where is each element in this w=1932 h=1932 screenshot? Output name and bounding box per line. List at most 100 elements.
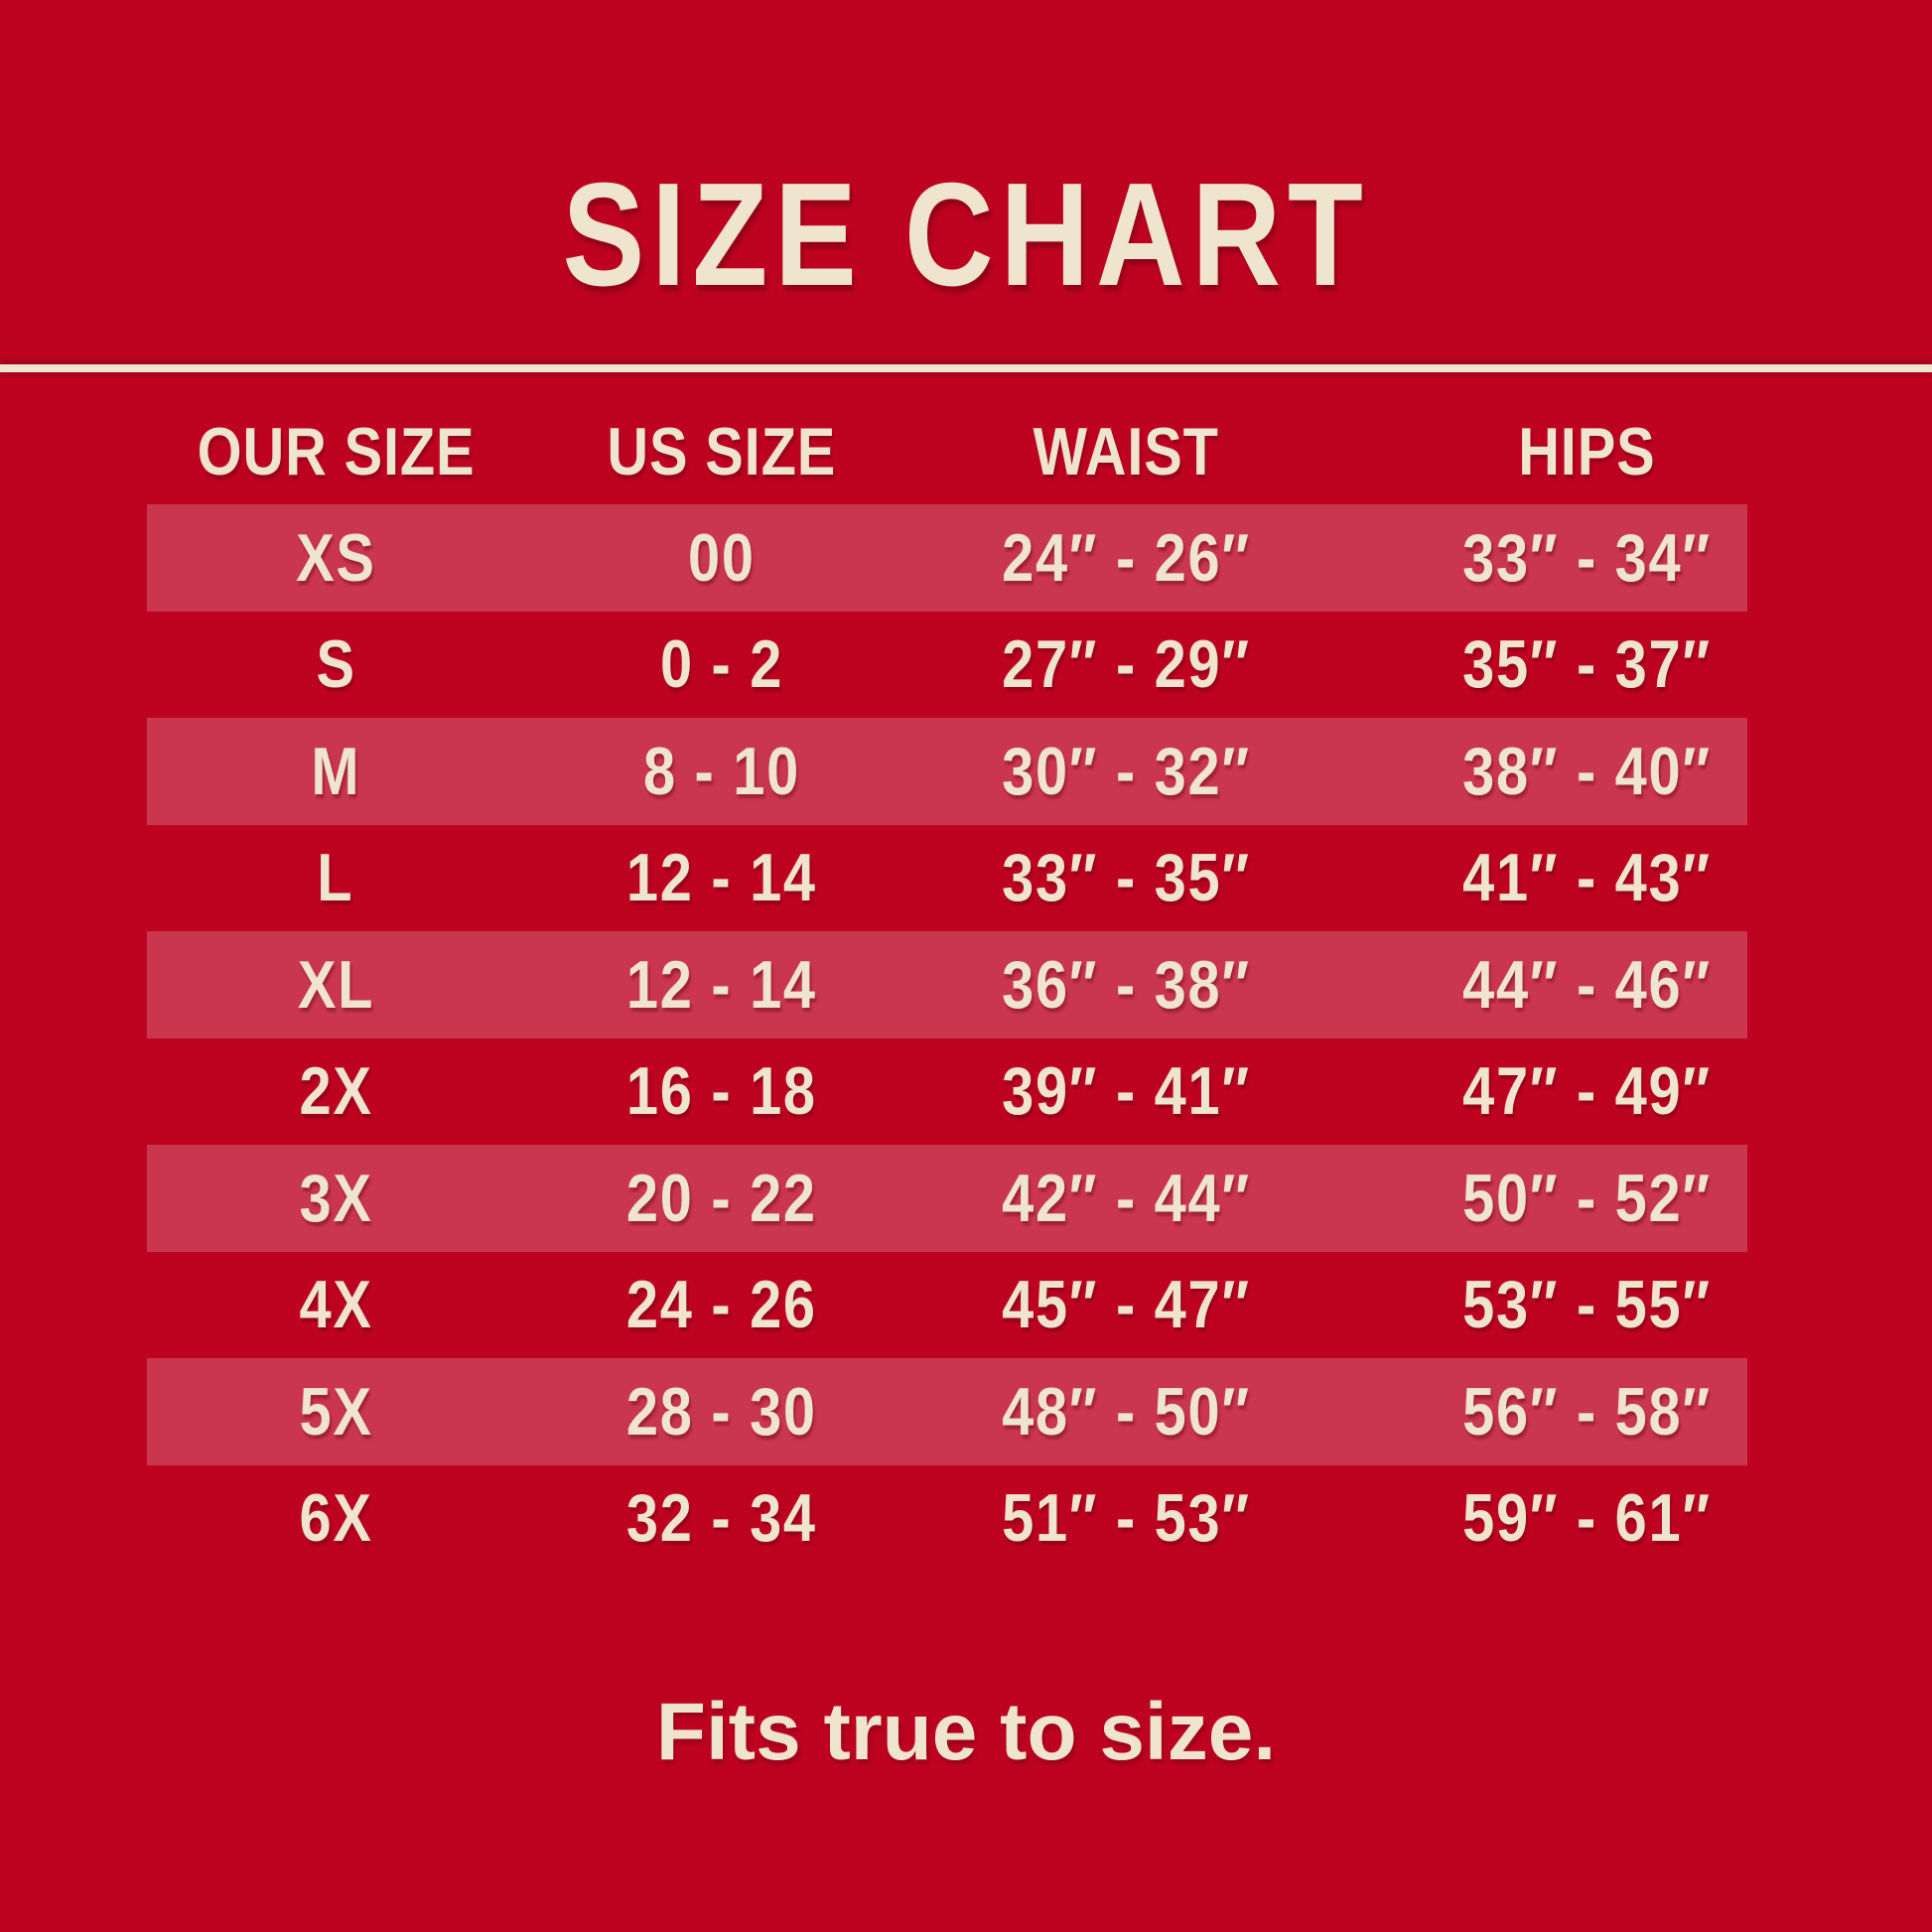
cell-our-size-text: XL	[297, 946, 374, 1023]
column-header-waist-text: WAIST	[1033, 414, 1220, 489]
cell-waist-text: 51″ - 53″	[1002, 1480, 1251, 1557]
cell-waist-text: 30″ - 32″	[1002, 733, 1251, 809]
cell-our-size-text: M	[311, 733, 361, 809]
cell-waist: 24″ - 26″	[918, 504, 1334, 612]
table-row-4x: 4X 24 - 26 45″ - 47″ 53″ - 55″	[147, 1252, 1747, 1359]
cell-us-size-text: 8 - 10	[642, 733, 800, 809]
cell-hips: 44″ - 46″	[1426, 931, 1747, 1038]
cell-us-size: 8 - 10	[524, 718, 918, 825]
cell-our-size: S	[147, 612, 524, 719]
cell-hips-text: 56″ - 58″	[1461, 1373, 1712, 1449]
cell-us-size-text: 0 - 2	[659, 626, 783, 703]
cell-hips: 56″ - 58″	[1426, 1358, 1747, 1465]
cell-hips-text: 38″ - 40″	[1461, 733, 1712, 809]
cell-our-size: 3X	[147, 1145, 524, 1252]
cell-hips-text: 41″ - 43″	[1461, 840, 1712, 916]
cell-our-size: XS	[147, 504, 524, 612]
cell-our-size-text: 3X	[299, 1160, 373, 1236]
cell-our-size: M	[147, 718, 524, 825]
cell-us-size: 0 - 2	[524, 612, 918, 719]
column-header-our-size-text: OUR SIZE	[197, 414, 476, 489]
column-header-hips-text: HIPS	[1517, 414, 1656, 489]
column-header-us-size: US SIZE	[524, 399, 918, 504]
cell-our-size: 5X	[147, 1358, 524, 1465]
cell-hips: 33″ - 34″	[1426, 504, 1747, 612]
cell-waist: 27″ - 29″	[918, 612, 1334, 719]
page-title-text: SIZE CHART	[562, 153, 1370, 317]
table-row-s: S 0 - 2 27″ - 29″ 35″ - 37″	[147, 612, 1747, 719]
cell-waist-text: 24″ - 26″	[1002, 519, 1251, 596]
cell-hips: 59″ - 61″	[1426, 1465, 1747, 1573]
cell-waist: 30″ - 32″	[918, 718, 1334, 825]
header-row: OUR SIZE US SIZE WAIST HIPS	[147, 399, 1747, 504]
fit-note: Fits true to size.	[0, 1678, 1932, 1787]
cell-hips: 50″ - 52″	[1426, 1145, 1747, 1252]
fit-note-text: Fits true to size.	[655, 1687, 1277, 1777]
cell-our-size-text: 2X	[299, 1053, 373, 1130]
cell-our-size-text: 4X	[299, 1267, 373, 1343]
cell-waist-text: 48″ - 50″	[1002, 1373, 1251, 1449]
cell-waist-text: 27″ - 29″	[1002, 626, 1251, 703]
table-row-5x: 5X 28 - 30 48″ - 50″ 56″ - 58″	[147, 1358, 1747, 1465]
page-title: SIZE CHART	[0, 147, 1932, 324]
cell-us-size-text: 32 - 34	[625, 1480, 817, 1557]
cell-waist: 33″ - 35″	[918, 825, 1334, 932]
cell-us-size-text: 12 - 14	[625, 946, 817, 1023]
column-header-our-size: OUR SIZE	[147, 399, 524, 504]
cell-our-size: 2X	[147, 1038, 524, 1146]
cell-waist: 39″ - 41″	[918, 1038, 1334, 1146]
cell-hips: 35″ - 37″	[1426, 612, 1747, 719]
column-header-waist: WAIST	[918, 399, 1334, 504]
table-row-l: L 12 - 14 33″ - 35″ 41″ - 43″	[147, 825, 1747, 932]
cell-waist-text: 42″ - 44″	[1002, 1160, 1251, 1236]
cell-hips: 47″ - 49″	[1426, 1038, 1747, 1146]
cell-our-size-text: L	[317, 840, 354, 916]
cell-hips: 41″ - 43″	[1426, 825, 1747, 932]
cell-us-size: 32 - 34	[524, 1465, 918, 1573]
cell-hips-text: 35″ - 37″	[1461, 626, 1712, 703]
size-table: OUR SIZE US SIZE WAIST HIPS XS 00 24″ - …	[147, 399, 1747, 1572]
cell-hips-text: 33″ - 34″	[1461, 519, 1712, 596]
cell-us-size-text: 28 - 30	[625, 1373, 817, 1449]
cell-waist: 51″ - 53″	[918, 1465, 1334, 1573]
column-header-hips: HIPS	[1426, 399, 1747, 504]
cell-us-size-text: 00	[687, 519, 756, 596]
cell-hips-text: 59″ - 61″	[1461, 1480, 1712, 1557]
cell-hips-text: 50″ - 52″	[1461, 1160, 1712, 1236]
cell-hips-text: 44″ - 46″	[1461, 946, 1712, 1023]
cell-our-size: 4X	[147, 1252, 524, 1359]
cell-us-size: 28 - 30	[524, 1358, 918, 1465]
cell-hips-text: 47″ - 49″	[1461, 1053, 1712, 1130]
cell-us-size-text: 12 - 14	[625, 840, 817, 916]
cell-our-size-text: 6X	[299, 1480, 373, 1557]
cell-us-size: 00	[524, 504, 918, 612]
cell-our-size-text: S	[316, 626, 356, 703]
cell-us-size-text: 20 - 22	[625, 1160, 817, 1236]
cell-us-size: 20 - 22	[524, 1145, 918, 1252]
cell-us-size: 24 - 26	[524, 1252, 918, 1359]
table-row-2x: 2X 16 - 18 39″ - 41″ 47″ - 49″	[147, 1038, 1747, 1146]
cell-us-size: 12 - 14	[524, 931, 918, 1038]
table-row-xs: XS 00 24″ - 26″ 33″ - 34″	[147, 504, 1747, 612]
cell-us-size-text: 24 - 26	[625, 1267, 817, 1343]
cell-waist-text: 36″ - 38″	[1002, 946, 1251, 1023]
cell-hips: 53″ - 55″	[1426, 1252, 1747, 1359]
cell-hips: 38″ - 40″	[1426, 718, 1747, 825]
cell-hips-text: 53″ - 55″	[1461, 1267, 1712, 1343]
table-row-6x: 6X 32 - 34 51″ - 53″ 59″ - 61″	[147, 1465, 1747, 1573]
cell-waist-text: 33″ - 35″	[1002, 840, 1251, 916]
cell-us-size: 12 - 14	[524, 825, 918, 932]
cell-waist: 42″ - 44″	[918, 1145, 1334, 1252]
cell-our-size-text: 5X	[299, 1373, 373, 1449]
table-row-m: M 8 - 10 30″ - 32″ 38″ - 40″	[147, 718, 1747, 825]
cell-waist-text: 45″ - 47″	[1002, 1267, 1251, 1343]
cell-our-size: XL	[147, 931, 524, 1038]
cell-us-size: 16 - 18	[524, 1038, 918, 1146]
cell-our-size: 6X	[147, 1465, 524, 1573]
table-row-xl: XL 12 - 14 36″ - 38″ 44″ - 46″	[147, 931, 1747, 1038]
cell-us-size-text: 16 - 18	[625, 1053, 817, 1130]
cell-our-size-text: XS	[295, 519, 376, 596]
table-row-3x: 3X 20 - 22 42″ - 44″ 50″ - 52″	[147, 1145, 1747, 1252]
cell-our-size: L	[147, 825, 524, 932]
